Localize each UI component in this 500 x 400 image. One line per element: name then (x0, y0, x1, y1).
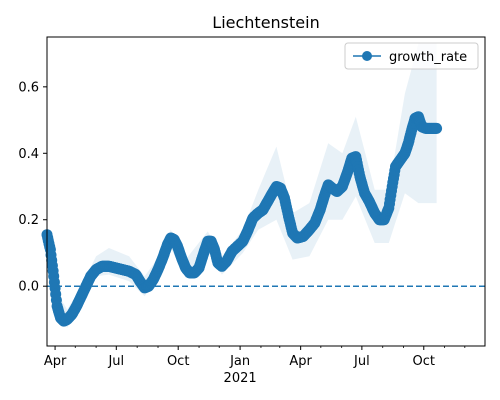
x-tick-sublabel: 2021 (224, 371, 257, 386)
plot-frame (46, 36, 486, 347)
legend-marker (362, 51, 372, 61)
x-tick-label: Jul (107, 354, 124, 369)
series-point (431, 122, 443, 134)
x-tick-label: Apr (289, 354, 312, 369)
y-tick-label: 0.2 (18, 213, 39, 228)
series-layer (41, 111, 443, 327)
legend-box (344, 42, 479, 70)
y-tick-label: 0.4 (18, 147, 39, 162)
confidence-band-layer (47, 43, 437, 328)
legend: growth_rate (344, 42, 479, 70)
legend-label: growth_rate (389, 50, 467, 65)
chart-title: Liechtenstein (212, 13, 319, 32)
x-tick-label: Oct (413, 354, 435, 369)
x-tick-label: Jul (353, 354, 370, 369)
x-tick-label: Jan (229, 354, 250, 369)
y-tick-label: 0.6 (18, 80, 39, 95)
x-tick-label: Apr (44, 354, 67, 369)
x-tick-label: Oct (167, 354, 189, 369)
y-tick-label: 0.0 (18, 280, 39, 295)
axes-layer: 0.0 0.2 0.4 0.6 Apr Jul Oct Jan 2021 Apr Jul Oct (18, 36, 486, 386)
confidence-band (47, 43, 437, 328)
